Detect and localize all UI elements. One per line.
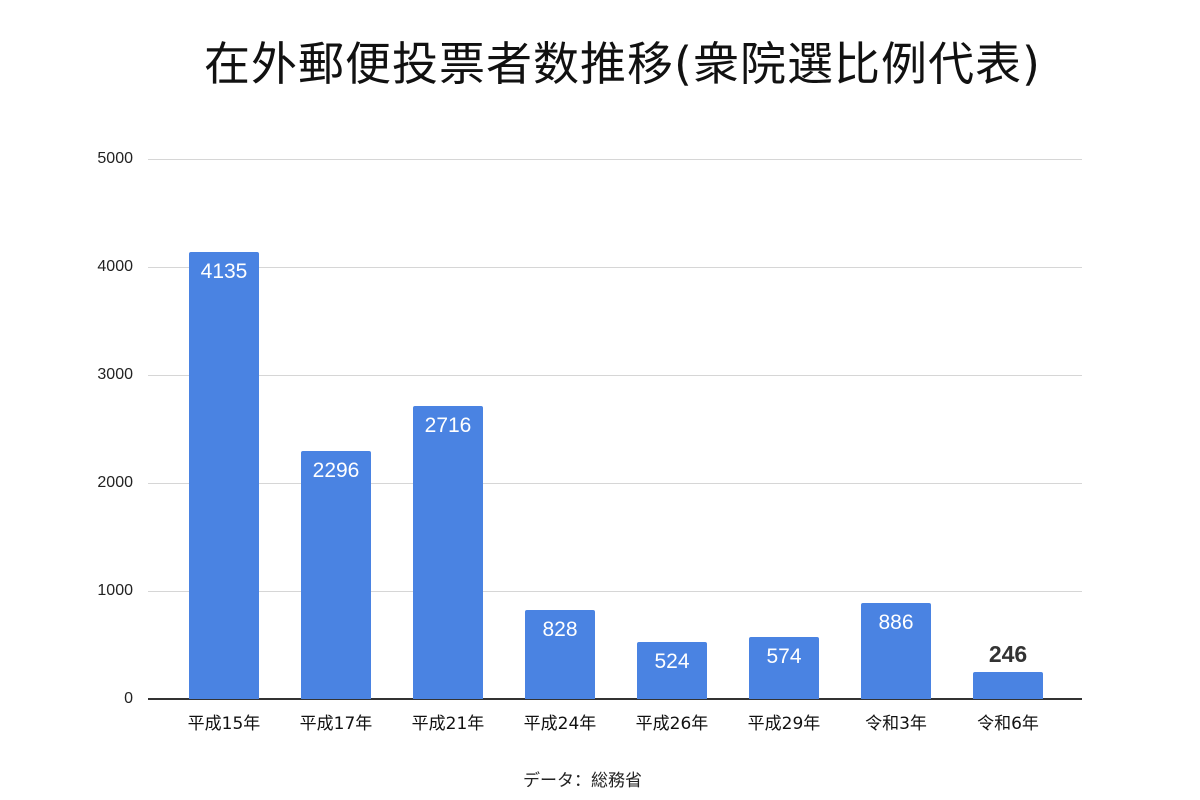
y-tick-label: 1000: [97, 582, 133, 599]
x-tick-label: 令和3年: [865, 714, 927, 734]
bar-value-label: 828: [542, 617, 578, 641]
y-tick-label: 0: [124, 690, 133, 707]
y-tick-label: 5000: [97, 150, 133, 167]
bar: 574: [749, 637, 819, 699]
bar: 246: [973, 641, 1043, 699]
y-tick-label: 4000: [97, 258, 133, 275]
x-axis-line: [148, 698, 1082, 700]
x-tick-label: 平成26年: [635, 714, 709, 734]
gridline: [148, 267, 1082, 268]
source-note: データ：総務省: [523, 771, 642, 791]
plot-area: 4135 2296 2716 828 524 574 886 246: [148, 159, 1082, 700]
bar-value-label: 2296: [312, 459, 360, 483]
x-tick-label: 令和6年: [977, 714, 1039, 734]
y-tick-label: 2000: [97, 474, 133, 491]
x-tick-label: 平成21年: [411, 714, 485, 734]
x-tick-label: 平成15年: [187, 714, 261, 734]
bar-value-label: 574: [766, 645, 802, 669]
bar: 828: [525, 609, 595, 699]
y-tick-label: 3000: [97, 366, 133, 383]
bar: 4135: [189, 252, 259, 699]
x-tick-label: 平成24年: [523, 714, 597, 734]
bar: 886: [861, 603, 931, 699]
bar-value-label: 2716: [424, 413, 472, 437]
gridline: [148, 375, 1082, 376]
bar-value-label: 4135: [200, 260, 248, 284]
bar-value-label: 246: [988, 641, 1028, 668]
gridline: [148, 591, 1082, 592]
gridline: [148, 483, 1082, 484]
bar: 524: [637, 642, 707, 699]
bar: 2716: [413, 405, 483, 699]
gridline: [148, 159, 1082, 160]
x-tick-label: 平成17年: [299, 714, 373, 734]
bar-value-label: 886: [878, 611, 914, 635]
bar-value-label: 524: [654, 650, 690, 674]
chart-title: 在外郵便投票者数推移(衆院選比例代表): [204, 37, 1041, 91]
bar: 2296: [301, 451, 371, 699]
x-tick-label: 平成29年: [747, 714, 821, 734]
